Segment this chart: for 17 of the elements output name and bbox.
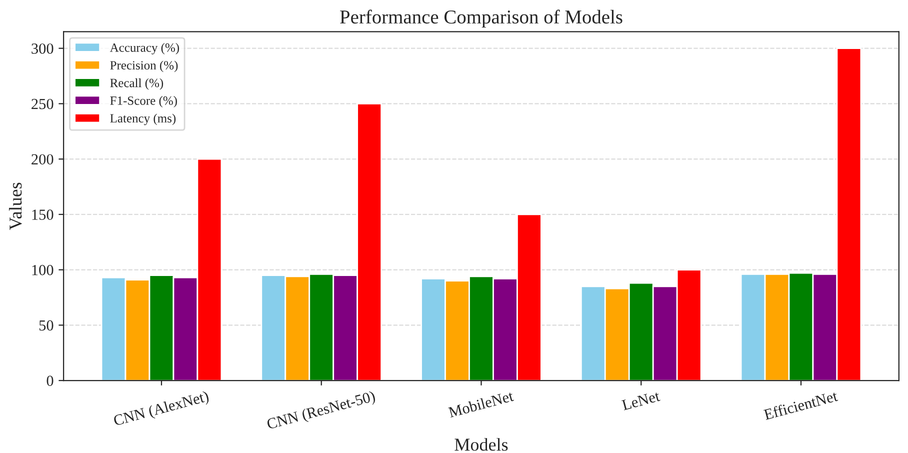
y-tick-label: 200 [32,154,54,165]
y-tick-label: 0 [46,376,54,386]
x-tick-label: MobileNet [448,390,514,418]
y-tick-label: 100 [32,264,54,276]
x-axis-title: Models [454,438,508,451]
y-tick-label: 50 [39,320,54,331]
chart-title: Performance Comparison of Models [340,10,622,28]
legend-label: Precision (%) [110,60,178,72]
legend-label: Accuracy (%) [110,43,180,54]
legend-label: F1-Score (%) [110,96,177,108]
y-tick-label: 300 [32,43,54,54]
y-axis-title: Values [8,182,22,230]
legend-label: Latency (ms) [110,114,176,126]
y-tick-label: 250 [32,98,54,110]
legend-label: Recall (%) [110,78,164,90]
y-tick-label: 150 [32,210,54,220]
x-tick-label: LeNet [621,390,660,410]
